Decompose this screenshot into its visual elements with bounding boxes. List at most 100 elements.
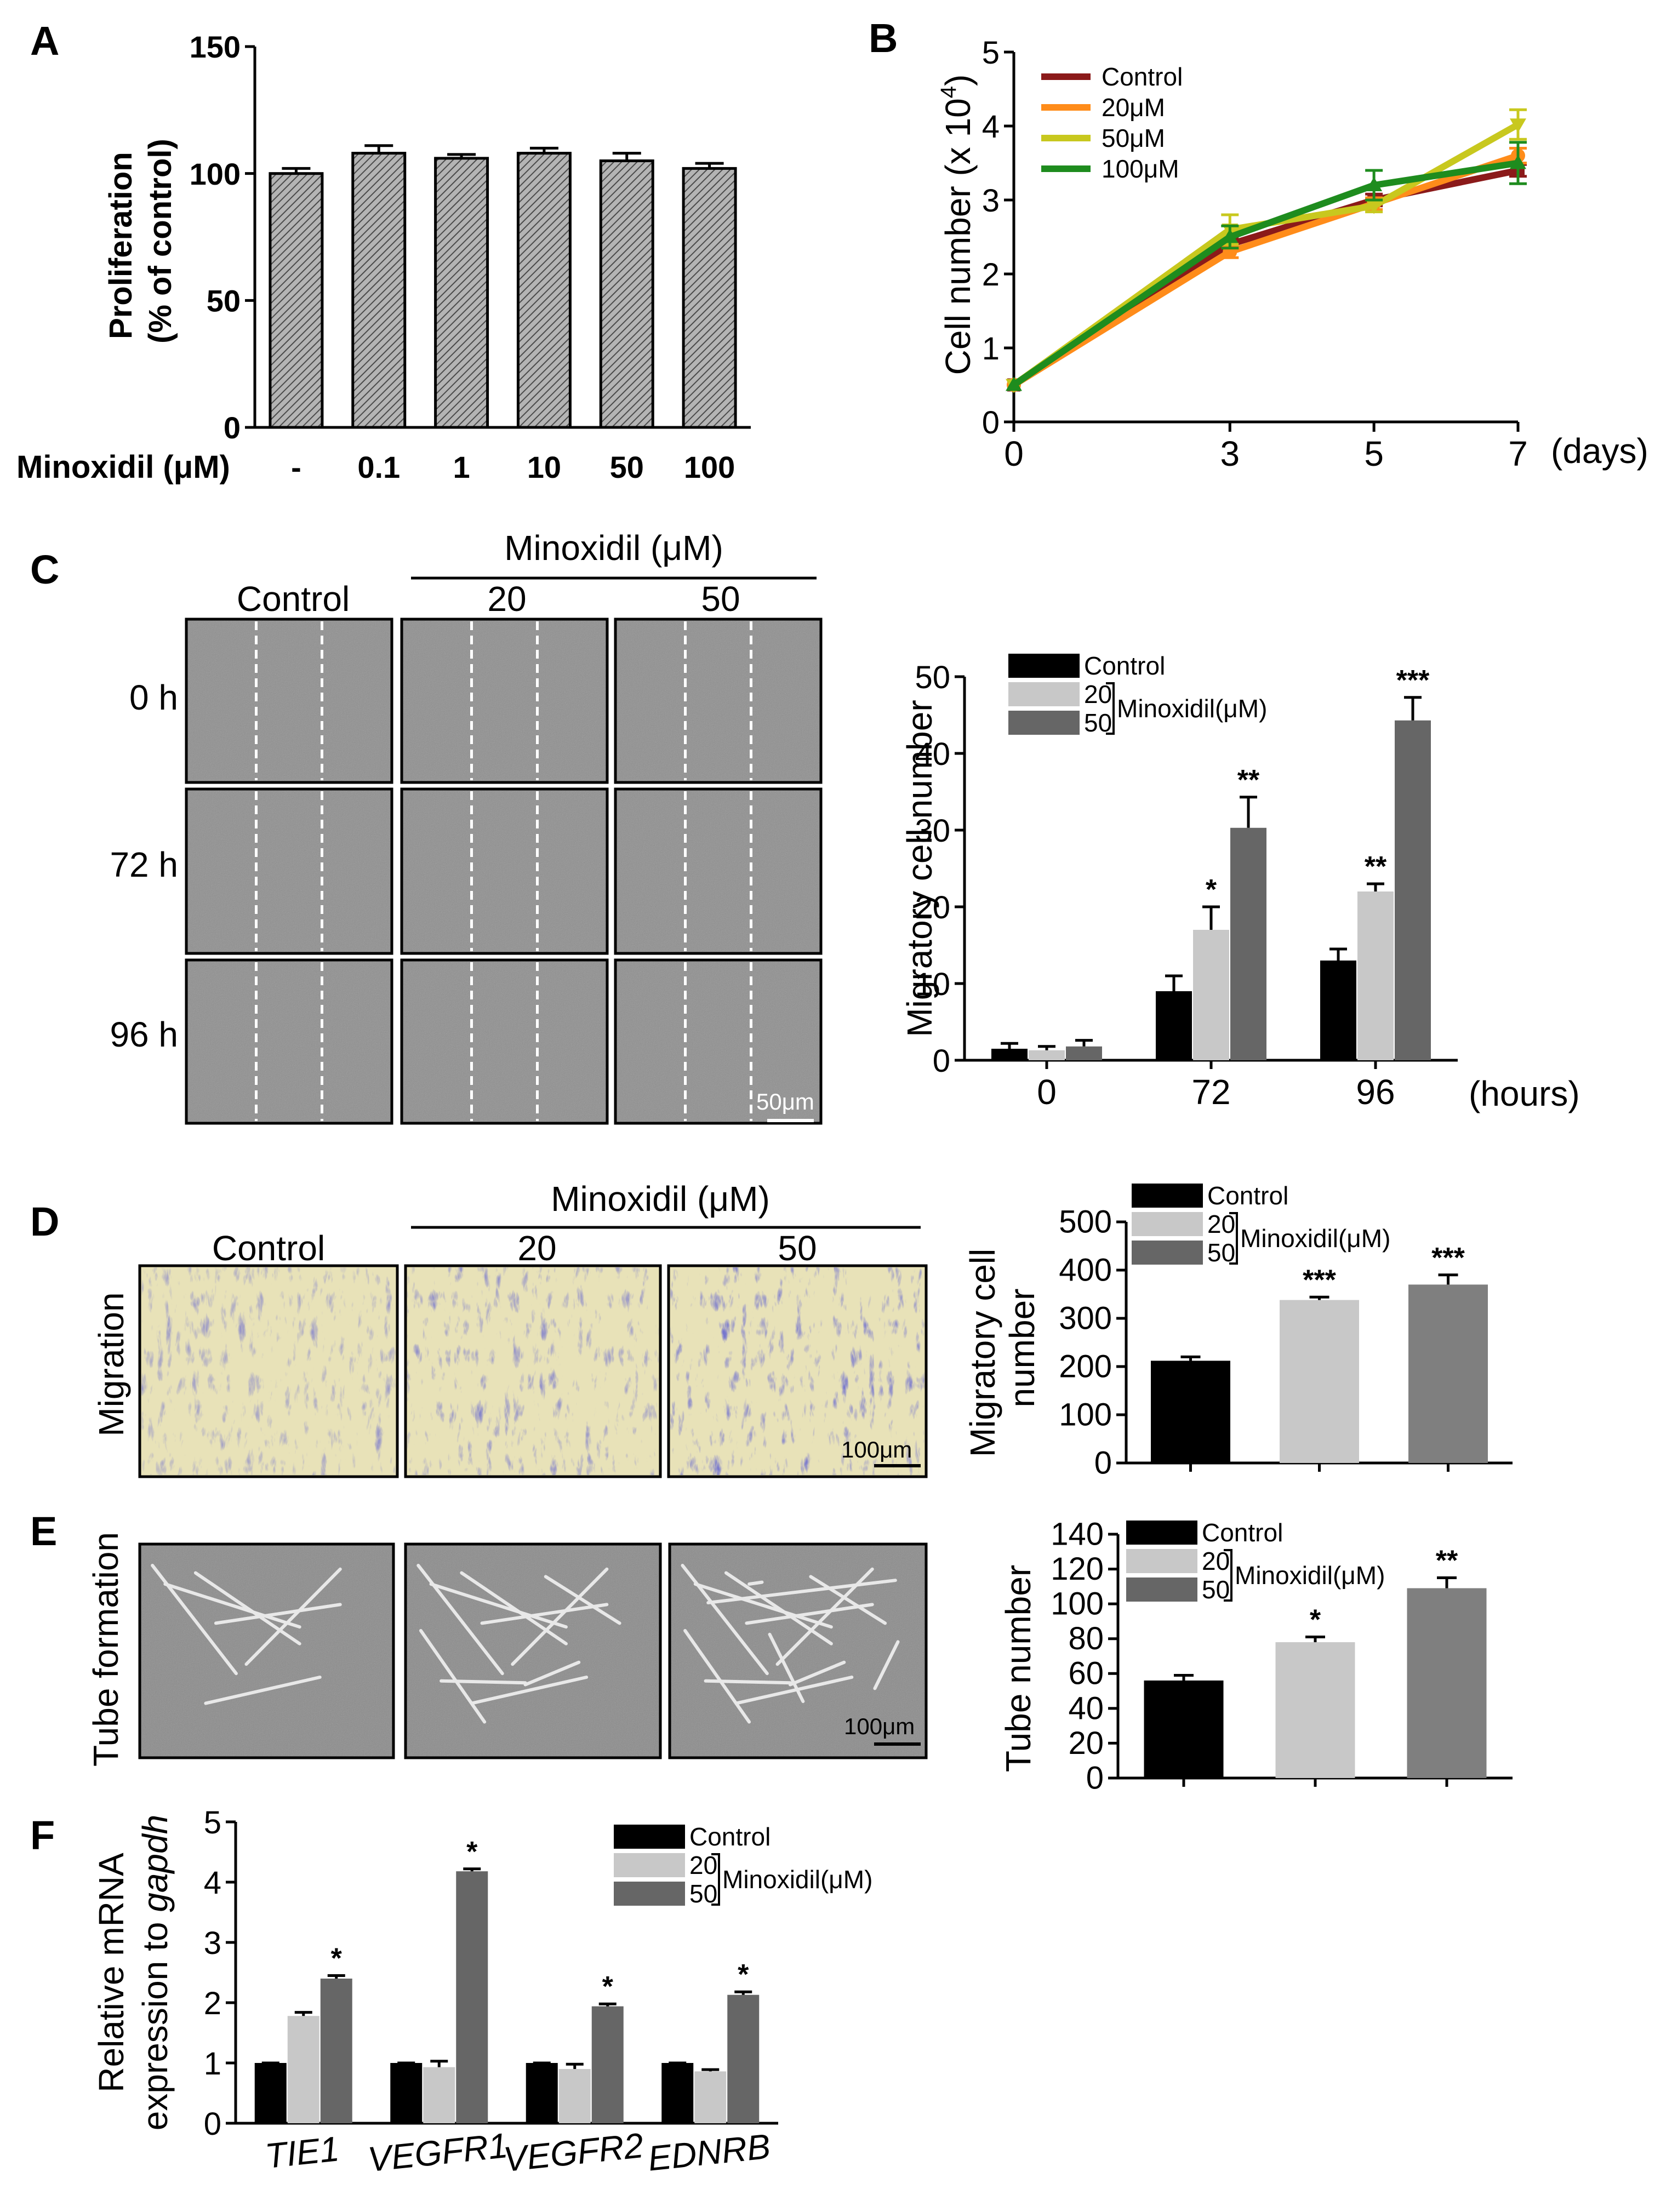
e-tube-network: [511, 1567, 609, 1666]
c-legend-label-dose_50: 50: [1084, 708, 1112, 737]
e-legend-label-dose_50: 50: [1202, 1575, 1230, 1604]
panel-d-chart: 0 100 200 300 400 500 *** *** Migratory cell nu…: [963, 1181, 1513, 1481]
f-legend-label-control: Control: [689, 1822, 771, 1851]
e-y-tick-label: 140: [1051, 1516, 1104, 1552]
c-significance: ***: [1396, 665, 1430, 696]
f-bar-dose_50: [320, 1979, 352, 2123]
c-y-tick-label: 50: [915, 660, 950, 695]
panel-label-f: F: [30, 1813, 55, 1858]
d-col-control: Control: [212, 1228, 325, 1268]
c-bar-dose_50: [1395, 720, 1431, 1060]
a-y-tick-label: 50: [207, 283, 241, 318]
e-legend-label-dose_20: 20: [1202, 1547, 1230, 1575]
b-point: [1510, 155, 1526, 169]
a-bar: [351, 152, 407, 429]
b-point: [1366, 177, 1383, 191]
e-tube-network: [693, 1582, 833, 1629]
d-y-tick-label: 0: [1094, 1445, 1112, 1481]
a-y-tick-label: 100: [190, 157, 241, 191]
c-micrograph-texture: [188, 962, 390, 1122]
e-tube-network: [204, 1676, 322, 1705]
c-row-96h: 96 h: [110, 1015, 178, 1054]
d-y-tick-label: 400: [1059, 1252, 1112, 1288]
panel-label-b: B: [869, 15, 898, 61]
c-row-72h: 72 h: [110, 845, 178, 884]
e-ylabel: Tube number: [998, 1565, 1038, 1772]
panel-b-chart: 0 1 2 3 4 5 0 3 5 7 (days) Cell number (x 104) Co…: [937, 35, 1648, 473]
d-significance: ***: [1431, 1242, 1465, 1274]
a-bar: [269, 172, 324, 429]
b-ylabel-sup: 4: [937, 86, 961, 98]
c-bar-dose_20: [1357, 891, 1394, 1060]
e-tube-network: [788, 1660, 846, 1687]
e-tube-network: [734, 1676, 854, 1705]
panel-f-chart: 0 1 2 3 4 5 * TIE1 * VEGFR1 * VEGFR2 * EDNRB Relative…: [92, 1805, 872, 2179]
e-legend-swatch-control: [1126, 1521, 1197, 1545]
f-y-tick-label: 3: [204, 1925, 221, 1961]
b-x-tick-label: 3: [1220, 434, 1240, 473]
c-legend-swatch-dose_50: [1008, 711, 1080, 735]
f-legend-group-label: Minoxidil(μM): [722, 1865, 872, 1894]
e-significance: **: [1436, 1545, 1458, 1576]
e-y-tick-label: 120: [1051, 1551, 1104, 1587]
f-x-tick-label: TIE1: [263, 2129, 341, 2176]
e-scale-label: 100μm: [844, 1713, 915, 1739]
e-tube-network: [747, 1580, 764, 1586]
c-bar-dose_20: [1029, 1050, 1065, 1060]
c-micrograph-texture: [403, 621, 606, 781]
e-tube-network: [244, 1567, 342, 1666]
e-tube-network: [544, 1575, 621, 1625]
c-micrograph-texture: [617, 621, 819, 781]
d-significance: ***: [1303, 1264, 1336, 1296]
c-y-tick-label: 10: [915, 967, 950, 1002]
b-series-line-1: [1012, 152, 1519, 388]
f-legend-swatch-control: [614, 1825, 685, 1849]
a-x-tick-label: 100: [684, 450, 735, 484]
f-significance: *: [466, 1836, 478, 1868]
c-group-label: Minoxidil (μM): [504, 528, 723, 568]
d-group-label: Minoxidil (μM): [551, 1179, 770, 1219]
e-tube-network: [745, 1603, 874, 1625]
b-x-tick-label: 7: [1508, 434, 1528, 473]
c-micrograph-texture: [403, 791, 606, 952]
e-tube-network: [163, 1582, 301, 1629]
e-y-tick-label: 20: [1068, 1725, 1104, 1761]
b-ylabel: Cell number (x 104): [937, 75, 978, 375]
b-y-tick-label: 3: [982, 183, 1000, 219]
f-bar-control: [661, 2063, 694, 2123]
d-legend-swatch-dose_20: [1132, 1212, 1203, 1236]
d-bar: [1151, 1361, 1230, 1463]
f-legend-swatch-dose_20: [614, 1853, 685, 1877]
e-y-tick-label: 0: [1086, 1760, 1104, 1796]
e-tube-network: [460, 1571, 568, 1645]
b-series-line-3: [1012, 159, 1519, 388]
e-tube-network: [704, 1679, 792, 1685]
e-tube-network: [419, 1629, 487, 1724]
c-ylabel: Migratory cell number: [900, 700, 939, 1037]
panel-a-chart: 0 50 100 150 - 0.1 1 10 50 100 Minoxidil (μM) Pro…: [16, 30, 751, 485]
b-series-line-0: [1012, 167, 1519, 388]
panel-label-c: C: [30, 547, 59, 592]
c-x-tick-label: 96: [1356, 1072, 1395, 1112]
panel-label-e: E: [30, 1508, 57, 1554]
e-tube-network: [768, 1632, 805, 1704]
c-col-20: 20: [487, 579, 526, 619]
d-legend-swatch-dose_50: [1132, 1241, 1203, 1265]
e-tube-network: [724, 1571, 833, 1645]
d-col-20: 20: [517, 1228, 556, 1268]
c-x-unit: (hours): [1469, 1074, 1580, 1113]
d-y-tick-label: 300: [1059, 1300, 1112, 1336]
f-ylabel-line2: expression to gapdh: [135, 1815, 175, 2130]
e-tube-network: [429, 1582, 568, 1629]
c-legend-label-dose_20: 20: [1084, 680, 1112, 708]
e-micrograph-texture: [407, 1546, 659, 1756]
c-col-50: 50: [701, 579, 740, 619]
d-legend-label-dose_50: 50: [1207, 1238, 1235, 1267]
f-y-tick-label: 4: [204, 1865, 221, 1901]
f-x-tick-label: VEGFR1: [366, 2125, 510, 2179]
d-ylabel-line1: Migratory cell: [963, 1249, 1002, 1457]
b-legend-label-3: 100μM: [1102, 155, 1179, 183]
f-legend-label-dose_20: 20: [689, 1851, 717, 1879]
panel-d-images: Minoxidil (μM) Control 20 50 Migration 1…: [92, 1179, 928, 1478]
e-bar: [1275, 1642, 1355, 1778]
